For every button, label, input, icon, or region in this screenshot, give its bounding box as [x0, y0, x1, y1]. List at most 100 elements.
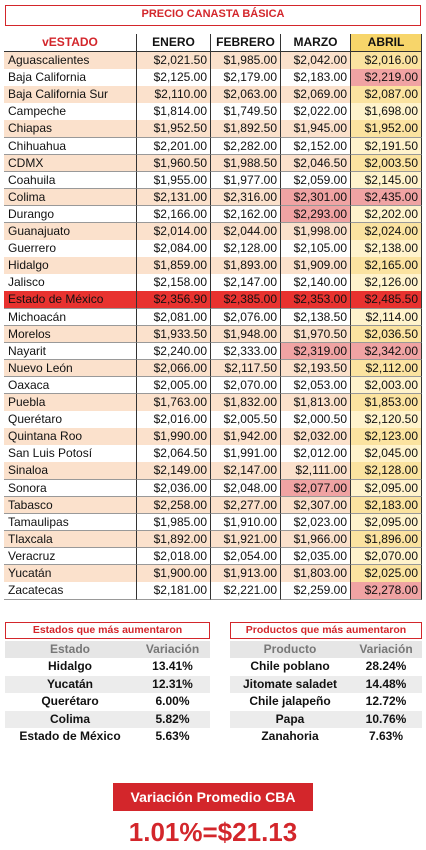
- price-cell: $1,892.50: [211, 120, 281, 138]
- price-cell: $2,035.00: [281, 547, 351, 566]
- column-header: vESTADO: [4, 34, 137, 52]
- state-cell: Nuevo León: [4, 359, 137, 378]
- price-cell: $2,319.00: [281, 342, 351, 361]
- state-cell: San Luis Potosí: [4, 445, 137, 463]
- price-cell: $2,066.00: [137, 359, 211, 378]
- price-cell: $2,128.00: [351, 462, 422, 480]
- price-cell: $2,191.50: [351, 137, 422, 156]
- price-cell: $2,277.00: [211, 496, 281, 515]
- small-cell: Zanahoria: [230, 728, 350, 746]
- small-cell: Hidalgo: [5, 658, 135, 676]
- price-cell: $2,307.00: [281, 496, 351, 515]
- small-cell: Jitomate saladet: [230, 675, 350, 693]
- price-cell: $1,955.00: [137, 171, 211, 190]
- price-cell: $2,069.00: [281, 86, 351, 104]
- price-cell: $2,077.00: [281, 479, 351, 498]
- price-cell: $2,356.90: [137, 291, 211, 309]
- price-cell: $2,046.50: [281, 154, 351, 173]
- price-cell: $2,301.00: [281, 188, 351, 207]
- state-cell: Zacatecas: [4, 582, 137, 600]
- summary-value: 1.01%=$21.13: [128, 817, 298, 847]
- state-cell: Tlaxcala: [4, 530, 137, 549]
- price-cell: $2,036.00: [137, 479, 211, 498]
- price-cell: $2,036.50: [351, 325, 422, 344]
- price-cell: $1,991.00: [211, 445, 281, 463]
- price-cell: $1,921.00: [211, 530, 281, 549]
- state-cell: Veracruz: [4, 547, 137, 566]
- price-cell: $2,076.00: [211, 308, 281, 327]
- state-cell: Puebla: [4, 394, 137, 412]
- state-cell: Tamaulipas: [4, 513, 137, 532]
- state-cell: Chihuahua: [4, 137, 137, 156]
- price-cell: $2,120.50: [351, 411, 422, 429]
- price-cell: $2,003.00: [351, 376, 422, 395]
- state-cell: Estado de México: [4, 291, 137, 309]
- price-cell: $1,960.50: [137, 154, 211, 173]
- state-cell: Coahuila: [4, 171, 137, 190]
- price-cell: $2,259.00: [281, 582, 351, 600]
- state-cell: Guanajuato: [4, 223, 137, 241]
- price-cell: $2,105.00: [281, 240, 351, 258]
- state-cell: Morelos: [4, 325, 137, 344]
- price-cell: $1,985.00: [211, 52, 281, 70]
- price-cell: $1,952.50: [137, 120, 211, 138]
- price-cell: $2,112.00: [351, 359, 422, 378]
- price-cell: $2,081.00: [137, 308, 211, 327]
- price-cell: $2,147.00: [211, 462, 281, 480]
- price-cell: $2,117.50: [211, 359, 281, 378]
- price-cell: $1,966.00: [281, 530, 351, 549]
- small-cell: 12.72%: [350, 693, 422, 711]
- price-cell: $1,896.00: [351, 530, 422, 549]
- small-cell: Chile jalapeño: [230, 693, 350, 711]
- small-column-header: Variación: [350, 641, 422, 658]
- price-cell: $1,945.00: [281, 120, 351, 138]
- state-cell: Chiapas: [4, 120, 137, 138]
- price-cell: $2,278.00: [351, 582, 422, 600]
- price-cell: $2,003.50: [351, 154, 422, 173]
- small-column-header: Producto: [230, 641, 350, 658]
- summary-label: Variación Promedio CBA: [113, 783, 313, 811]
- price-cell: $2,316.00: [211, 188, 281, 207]
- price-cell: $2,044.00: [211, 223, 281, 241]
- state-cell: Oaxaca: [4, 376, 137, 395]
- small-cell: Querétaro: [5, 693, 135, 711]
- price-cell: $1,909.00: [281, 257, 351, 275]
- price-cell: $1,859.00: [137, 257, 211, 275]
- price-cell: $2,059.00: [281, 171, 351, 190]
- price-cell: $2,000.50: [281, 411, 351, 429]
- price-cell: $1,985.00: [137, 513, 211, 532]
- state-cell: Campeche: [4, 103, 137, 121]
- price-cell: $2,114.00: [351, 308, 422, 327]
- price-cell: $2,070.00: [211, 376, 281, 395]
- price-cell: $2,095.00: [351, 513, 422, 532]
- price-cell: $2,018.00: [137, 547, 211, 566]
- price-cell: $2,201.00: [137, 137, 211, 156]
- price-cell: $2,165.00: [351, 257, 422, 275]
- column-header: FEBRERO: [211, 34, 281, 52]
- state-cell: Quintana Roo: [4, 428, 137, 446]
- price-cell: $1,990.00: [137, 428, 211, 446]
- price-cell: $1,910.00: [211, 513, 281, 532]
- price-cell: $2,221.00: [211, 582, 281, 600]
- price-cell: $2,016.00: [351, 52, 422, 70]
- price-cell: $2,240.00: [137, 342, 211, 361]
- price-cell: $1,749.50: [211, 103, 281, 121]
- small-cell: 5.63%: [135, 728, 210, 746]
- small-cell: Yucatán: [5, 675, 135, 693]
- price-cell: $1,913.00: [211, 565, 281, 583]
- price-cell: $2,219.00: [351, 69, 422, 87]
- small-cell: Colima: [5, 710, 135, 728]
- price-cell: $2,111.00: [281, 462, 351, 480]
- price-cell: $1,814.00: [137, 103, 211, 121]
- state-cell: Sinaloa: [4, 462, 137, 480]
- price-cell: $2,282.00: [211, 137, 281, 156]
- price-cell: $2,032.00: [281, 428, 351, 446]
- price-cell: $2,021.50: [137, 52, 211, 70]
- price-cell: $2,145.00: [351, 171, 422, 190]
- price-cell: $1,853.00: [351, 394, 422, 412]
- price-cell: $2,202.00: [351, 205, 422, 224]
- price-cell: $2,045.00: [351, 445, 422, 463]
- price-cell: $2,138.50: [281, 308, 351, 327]
- price-cell: $2,025.00: [351, 565, 422, 583]
- small-cell: Chile poblano: [230, 658, 350, 676]
